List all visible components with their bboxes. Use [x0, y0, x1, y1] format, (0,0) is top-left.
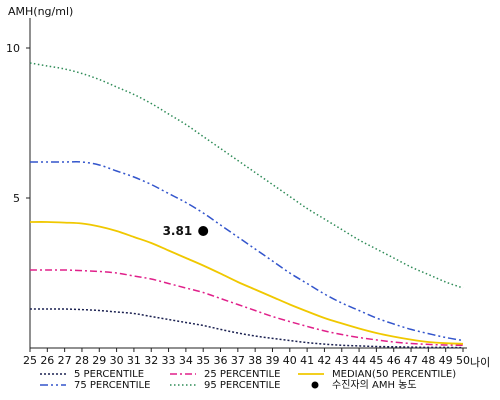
patient-point [198, 226, 209, 236]
x-tick-label: 34 [179, 354, 193, 367]
x-tick-label: 41 [300, 354, 314, 367]
legend: 5 PERCENTILE 25 PERCENTILE MEDIAN(50 PERCE… [40, 369, 456, 391]
x-tick-label: 43 [335, 354, 349, 367]
x-tick-label: 49 [439, 354, 453, 367]
legend-label-3: MEDIAN(50 PERCENTILE) [332, 369, 456, 380]
x-tick-label: 37 [231, 354, 245, 367]
series-line-1 [30, 308, 464, 349]
x-tick-label: 30 [110, 354, 124, 367]
y-tick-label: 10 [6, 42, 20, 55]
x-tick-label: 40 [283, 354, 297, 367]
x-tick-label: 28 [75, 354, 89, 367]
x-tick-label: 35 [196, 354, 210, 367]
series-line-3 [29, 221, 464, 345]
x-tick-label: 26 [40, 354, 54, 367]
x-tick-label: 39 [265, 354, 279, 367]
legend-label-2: 25 PERCENTILE [204, 369, 280, 380]
legend-point-marker [311, 381, 319, 389]
series-line-2 [30, 269, 464, 347]
x-tick-label: 50 [456, 354, 470, 367]
axes: 25 26 27 28 29 30 31 32 33 34 35 36 37 38 39 40 41 42 43 44… [6, 18, 470, 367]
series-line-4 [30, 161, 464, 342]
point-layer: 3.81 [163, 224, 209, 238]
series-layer [29, 62, 464, 349]
patient-point-label: 3.81 [163, 224, 193, 238]
x-axis-title: 나이 [470, 356, 490, 369]
x-tick-label: 27 [58, 354, 72, 367]
legend-label-5: 95 PERCENTILE [204, 380, 280, 391]
x-tick-label: 33 [162, 354, 176, 367]
y-tick-label: 5 [13, 192, 20, 205]
x-tick-label: 31 [127, 354, 141, 367]
x-tick-label: 32 [144, 354, 158, 367]
x-tick-label: 29 [92, 354, 106, 367]
x-tick-label: 25 [23, 354, 37, 367]
x-tick-label: 42 [317, 354, 331, 367]
legend-point-label: 수진자의 AMH 농도 [332, 379, 417, 391]
x-tick-label: 36 [214, 354, 228, 367]
x-tick-label: 44 [352, 354, 366, 367]
x-tick-label: 47 [404, 354, 418, 367]
legend-label-4: 75 PERCENTILE [74, 380, 150, 391]
x-tick-label: 46 [387, 354, 401, 367]
x-tick-label: 38 [248, 354, 262, 367]
y-axis-title: AMH(ng/ml) [8, 5, 73, 18]
x-tick-label: 45 [369, 354, 383, 367]
legend-label-1: 5 PERCENTILE [74, 369, 144, 380]
x-tick-label: 48 [421, 354, 435, 367]
series-line-5 [29, 62, 464, 289]
